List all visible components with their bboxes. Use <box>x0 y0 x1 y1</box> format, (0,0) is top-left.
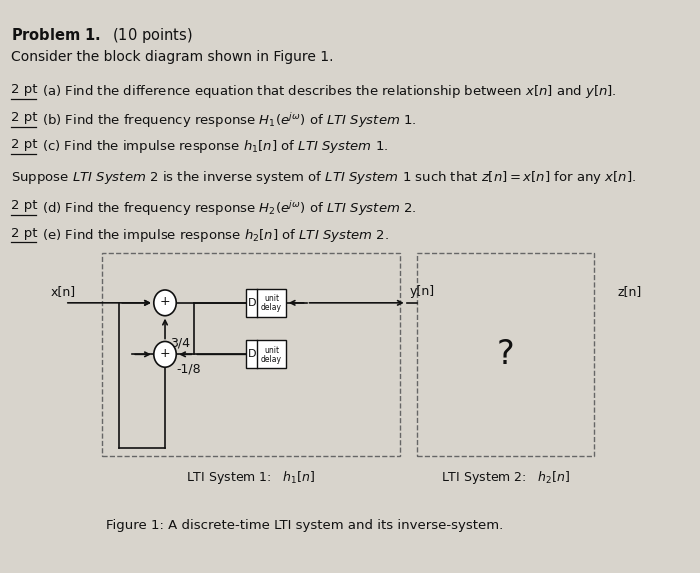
Text: 2 pt: 2 pt <box>11 111 38 124</box>
Text: delay: delay <box>261 355 282 364</box>
Text: LTI System 1:   $h_1[n]$: LTI System 1: $h_1[n]$ <box>186 469 316 486</box>
Text: unit: unit <box>264 346 279 355</box>
Text: ?: ? <box>496 338 514 371</box>
Text: unit: unit <box>264 295 279 303</box>
Text: LTI System 2:   $h_2[n]$: LTI System 2: $h_2[n]$ <box>441 469 570 486</box>
Text: z[n]: z[n] <box>617 285 641 298</box>
Text: 2 pt: 2 pt <box>11 199 38 212</box>
Text: $\mathbf{Problem\ 1.}$  (10 points): $\mathbf{Problem\ 1.}$ (10 points) <box>11 26 193 45</box>
Text: 2 pt: 2 pt <box>11 83 38 96</box>
Text: Figure 1: A discrete-time LTI system and its inverse-system.: Figure 1: A discrete-time LTI system and… <box>106 519 503 532</box>
Text: Consider the block diagram shown in Figure 1.: Consider the block diagram shown in Figu… <box>11 50 334 64</box>
Circle shape <box>154 290 176 316</box>
Text: Suppose $\it{LTI\ System\ 2}$ is the inverse system of $\it{LTI\ System\ 1}$ suc: Suppose $\it{LTI\ System\ 2}$ is the inv… <box>11 169 636 186</box>
Text: (a) Find the difference equation that describes the relationship between $x[n]$ : (a) Find the difference equation that de… <box>41 83 616 100</box>
Bar <box>246 289 286 317</box>
Text: 2 pt: 2 pt <box>11 139 38 151</box>
Text: D: D <box>247 298 256 308</box>
Bar <box>246 340 286 368</box>
Text: (c) Find the impulse response $h_1[n]$ of $\it{LTI\ System\ 1}$.: (c) Find the impulse response $h_1[n]$ o… <box>41 139 388 155</box>
Text: +: + <box>160 295 170 308</box>
Text: 2 pt: 2 pt <box>11 226 38 240</box>
Text: D: D <box>247 350 256 359</box>
Text: (d) Find the frequency response $H_2(e^{j\omega})$ of $\it{LTI\ System\ 2}$.: (d) Find the frequency response $H_2(e^{… <box>41 199 417 218</box>
Text: delay: delay <box>261 303 282 312</box>
Text: (e) Find the impulse response $h_2[n]$ of $\it{LTI\ System\ 2}$.: (e) Find the impulse response $h_2[n]$ o… <box>41 226 389 244</box>
Bar <box>417 253 594 456</box>
Text: +: + <box>160 347 170 360</box>
Text: y[n]: y[n] <box>410 285 435 298</box>
Circle shape <box>154 342 176 367</box>
Text: 3/4: 3/4 <box>169 336 190 350</box>
Text: -1/8: -1/8 <box>177 362 202 375</box>
Bar <box>102 253 400 456</box>
Text: (b) Find the frequency response $H_1(e^{j\omega})$ of $\it{LTI\ System\ 1}$.: (b) Find the frequency response $H_1(e^{… <box>41 111 417 129</box>
Text: x[n]: x[n] <box>50 285 76 298</box>
